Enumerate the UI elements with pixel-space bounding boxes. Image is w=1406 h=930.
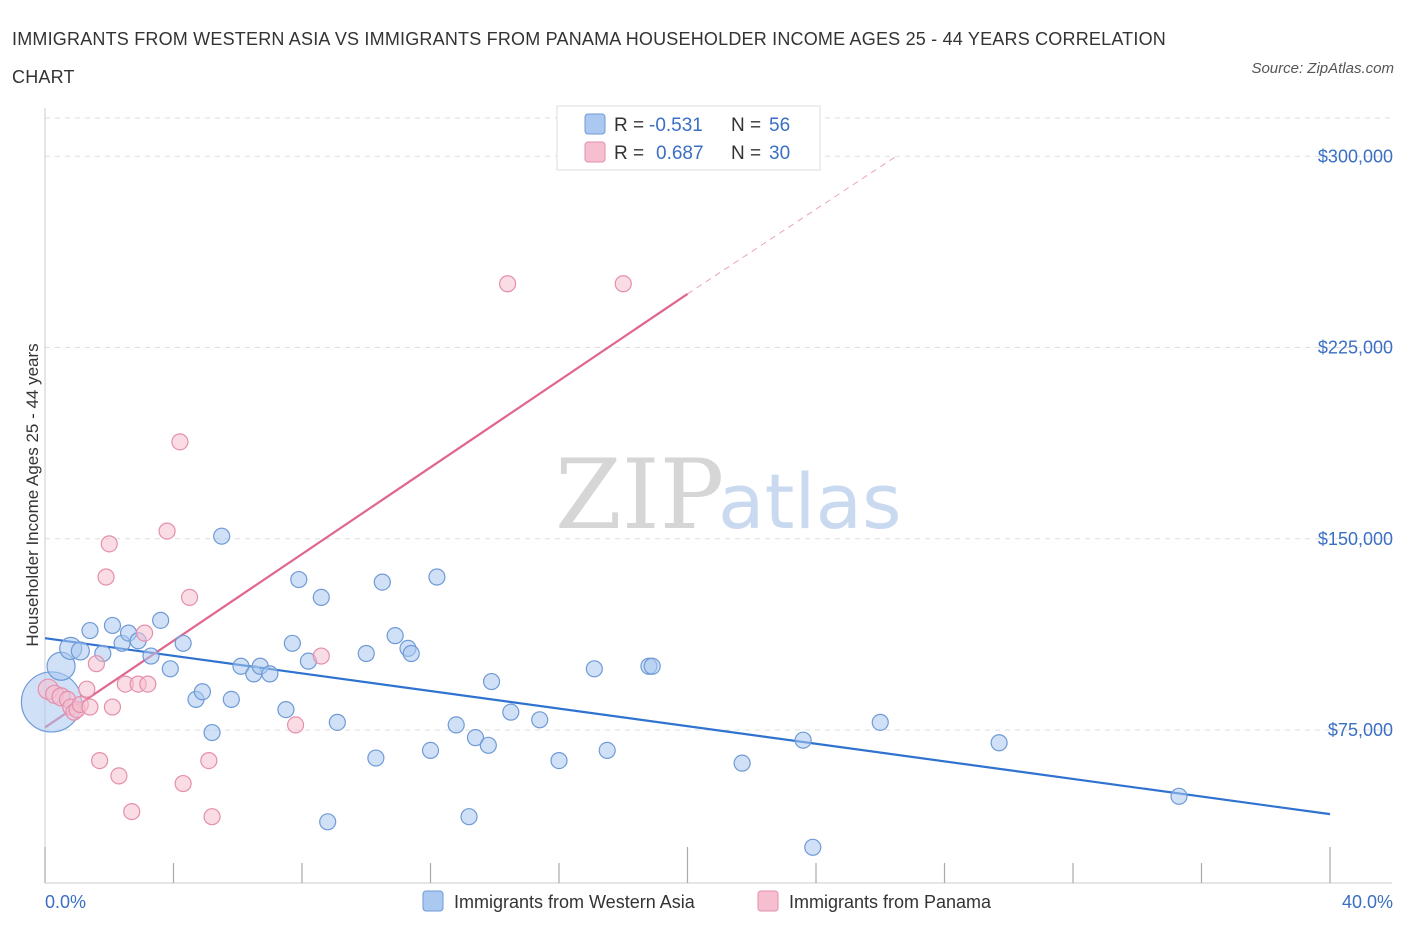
point-western-asia-42	[482, 672, 501, 691]
legend-r-label-1: R =	[614, 115, 644, 136]
point-panama-14	[103, 698, 122, 716]
point-western-asia-12	[161, 660, 179, 678]
point-western-asia-40	[466, 729, 485, 747]
point-panama-27	[286, 716, 305, 734]
axes	[44, 108, 1392, 884]
trend-line-panama-extension	[687, 155, 897, 295]
point-western-asia-29	[328, 713, 346, 731]
point-panama-17	[123, 802, 141, 821]
point-panama-26	[203, 808, 221, 826]
point-western-asia-28	[319, 813, 337, 831]
source-credit: Source: ZipAtlas.com	[1251, 60, 1394, 77]
point-panama-23	[174, 774, 192, 793]
x-tick-label-min: 0.0%	[45, 892, 86, 912]
point-western-asia-13	[174, 634, 192, 652]
x-tick-label-max: 40.0%	[1342, 892, 1393, 912]
point-western-asia-49	[643, 657, 661, 675]
point-western-asia-16	[203, 723, 221, 742]
legend-box: R = -0.531 N = 56 R = 0.687 N = 30	[556, 105, 821, 171]
point-panama-11	[91, 751, 109, 770]
point-western-asia-46	[585, 660, 603, 678]
y-tick-label-3: $300,000	[1318, 146, 1393, 166]
y-tick-label-0: $75,000	[1328, 720, 1393, 740]
legend-n-label-2: N =	[731, 143, 761, 164]
point-panama-20	[139, 675, 157, 693]
point-western-asia-23	[277, 700, 295, 719]
point-western-asia-51	[794, 731, 812, 749]
point-western-asia-55	[1170, 787, 1188, 805]
point-western-asia-38	[447, 716, 465, 734]
point-panama-13	[100, 535, 118, 553]
data-points	[20, 275, 1188, 856]
y-tick-labels: $75,000 $150,000 $225,000 $300,000	[1318, 146, 1393, 740]
point-western-asia-17	[213, 527, 231, 545]
point-western-asia-44	[531, 711, 549, 729]
point-western-asia-52	[804, 838, 822, 856]
bottom-legend: Immigrants from Western Asia Immigrants …	[422, 890, 992, 912]
point-western-asia-47	[598, 741, 616, 760]
watermark-atlas: atlas	[718, 457, 902, 546]
point-western-asia-24	[283, 634, 301, 652]
point-western-asia-27	[312, 588, 330, 607]
legend-n-value-1: 56	[769, 115, 790, 136]
bottom-legend-label-panama: Immigrants from Panama	[789, 892, 992, 912]
point-western-asia-31	[367, 749, 385, 767]
point-western-asia-36	[421, 741, 440, 760]
chart-title: IMMIGRANTS FROM WESTERN ASIA VS IMMIGRAN…	[12, 29, 1166, 87]
point-western-asia-22	[261, 665, 279, 683]
legend-n-label-1: N =	[731, 115, 761, 136]
point-panama-8	[78, 680, 96, 698]
point-western-asia-54	[990, 734, 1008, 752]
point-panama-15	[110, 767, 128, 785]
legend-r-label-2: R =	[614, 143, 644, 164]
bottom-legend-swatch-pink	[757, 890, 779, 912]
point-western-asia-30	[357, 644, 375, 663]
y-axis-label: Householder Income Ages 25 - 44 years	[23, 343, 42, 646]
bottom-legend-swatch-blue	[422, 890, 444, 912]
y-tick-label-2: $225,000	[1318, 338, 1393, 358]
point-western-asia-37	[428, 568, 446, 586]
point-panama-24	[180, 588, 199, 607]
point-western-asia-45	[550, 751, 568, 770]
legend-n-value-2: 30	[769, 143, 790, 164]
point-panama-12	[97, 568, 115, 586]
watermark-zip: ZIP	[555, 439, 724, 551]
point-panama-29	[499, 275, 517, 293]
grid-lines	[45, 117, 1392, 731]
bottom-legend-label-western-asia: Immigrants from Western Asia	[454, 892, 696, 912]
watermark: ZIP atlas	[555, 439, 902, 551]
x-tick-labels: 0.0% 40.0%	[45, 892, 1393, 912]
point-western-asia-15	[193, 683, 212, 701]
point-western-asia-6	[103, 616, 122, 635]
point-western-asia-53	[871, 713, 889, 731]
point-western-asia-10	[142, 647, 160, 665]
point-western-asia-35	[402, 644, 420, 663]
point-western-asia-33	[386, 627, 404, 645]
legend-swatch-blue	[584, 113, 606, 135]
point-western-asia-41	[479, 736, 497, 754]
legend-swatch-pink	[584, 141, 606, 163]
y-tick-label-1: $150,000	[1318, 529, 1393, 549]
point-western-asia-4	[81, 621, 99, 640]
point-western-asia-39	[460, 808, 478, 826]
point-western-asia-19	[232, 657, 250, 675]
legend-r-value-1: -0.531	[649, 115, 703, 136]
point-western-asia-18	[222, 690, 240, 709]
point-western-asia-32	[373, 573, 391, 591]
point-western-asia-3	[70, 641, 90, 661]
legend-r-value-2: 0.687	[656, 143, 704, 164]
point-panama-19	[135, 624, 154, 642]
point-western-asia-50	[733, 754, 751, 772]
point-western-asia-43	[502, 703, 520, 721]
point-western-asia-11	[152, 611, 170, 629]
point-western-asia-25	[290, 570, 308, 589]
point-panama-30	[614, 275, 632, 293]
point-panama-21	[158, 522, 176, 540]
point-panama-10	[87, 655, 106, 673]
point-panama-28	[312, 647, 330, 665]
point-panama-25	[200, 751, 218, 770]
point-panama-9	[81, 698, 99, 716]
point-panama-22	[171, 433, 189, 451]
